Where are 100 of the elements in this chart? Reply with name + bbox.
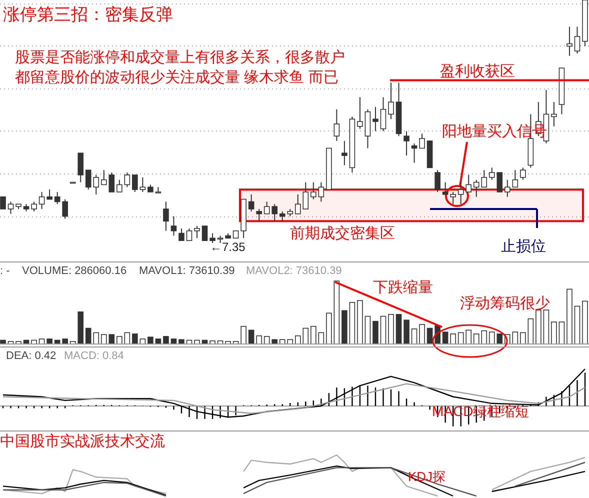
bar: [426, 328, 433, 344]
candlestick: [163, 201, 169, 232]
bar: [419, 324, 425, 344]
candlestick: [54, 191, 60, 205]
annotation: 股票是否能涨停和成交量上有很多关系，很多散户都留意股价的波动很少关注成交量 缘木求鱼 而已: [15, 49, 345, 86]
candlestick: [411, 142, 418, 164]
candlestick: [248, 194, 254, 212]
bar: [163, 336, 169, 344]
candlestick: [124, 172, 130, 188]
candlestick: [504, 179, 510, 198]
chart-title: 涨停第三招：密集反弹: [3, 5, 173, 24]
candlestick: [372, 106, 378, 132]
bar: [574, 306, 580, 344]
text: DEA: 0.42: [6, 350, 56, 362]
candlestick: [512, 170, 518, 188]
bar: [132, 334, 138, 344]
bar: [466, 330, 472, 344]
candlestick: [342, 140, 348, 166]
band-label: 前期成交密集区: [290, 225, 395, 242]
candlestick: [78, 152, 84, 183]
candlestick: [419, 133, 425, 149]
bar: [551, 322, 557, 344]
candlestick: [334, 108, 340, 142]
candlestick: [202, 226, 208, 241]
candlestick: [388, 82, 394, 120]
candlestick: [357, 96, 363, 130]
legend-label: 止损位: [501, 238, 546, 255]
candlestick: [574, 26, 580, 54]
bar: [342, 310, 348, 344]
bar: [256, 335, 262, 344]
candlestick: [140, 176, 146, 192]
text: : -: [0, 265, 10, 277]
text: MACD: 0.84: [64, 350, 124, 362]
candlestick: [442, 182, 448, 195]
candlestick: [170, 216, 177, 236]
bar: [364, 316, 371, 344]
bar: [528, 318, 534, 344]
bar: [248, 330, 254, 344]
bar: [62, 338, 68, 344]
candlestick: [186, 228, 192, 242]
bar: [380, 316, 386, 344]
candlestick: [264, 201, 270, 214]
bar: [404, 320, 410, 344]
bar: [442, 332, 448, 344]
bar: [46, 338, 52, 344]
ref-line-label: 盈利收获区: [440, 63, 515, 80]
candlestick: [132, 174, 138, 192]
text: VOLUME: 286060.16: [22, 265, 127, 277]
bar: [310, 326, 316, 344]
bar: [543, 310, 550, 344]
annotation: 浮动筹码很少: [460, 295, 550, 312]
candlestick: [450, 191, 456, 205]
annotation: 下跌缩量: [373, 279, 433, 296]
candlestick: [566, 26, 572, 56]
candlestick: [318, 182, 324, 202]
bar: [512, 332, 518, 344]
candlestick: [458, 182, 464, 205]
bar: [78, 311, 84, 344]
candlestick: [38, 191, 45, 210]
candlestick: [0, 196, 6, 210]
annotation: ←7.35: [210, 240, 246, 254]
candlestick: [46, 189, 52, 200]
candlestick: [404, 130, 410, 156]
candlestick: [310, 182, 316, 200]
bar: [349, 302, 356, 344]
candlestick: [210, 232, 216, 244]
candlestick: [434, 170, 440, 192]
candlestick: [380, 96, 386, 132]
candlestick: [62, 198, 68, 220]
candlestick: [520, 167, 526, 180]
bar: [240, 326, 246, 344]
bar: [411, 328, 418, 344]
candlestick: [116, 179, 122, 192]
bar: [396, 314, 402, 344]
bar: [334, 280, 340, 344]
bar: [558, 322, 565, 344]
candlestick: [194, 225, 200, 239]
bar: [116, 336, 122, 344]
text: MAVOL2: 73610.39: [246, 265, 342, 277]
text: 中国股市实战派技术交流: [0, 433, 165, 450]
bar: [326, 312, 332, 344]
candlestick: [155, 186, 162, 194]
bar: [178, 339, 184, 344]
bar: [566, 288, 572, 344]
bar: [148, 336, 154, 344]
bar: [357, 300, 363, 344]
bar: [536, 310, 542, 344]
candlestick: [31, 201, 37, 212]
candlestick: [178, 228, 184, 242]
bar: [372, 320, 378, 344]
bar: [520, 332, 526, 344]
bar: [272, 339, 278, 344]
candlestick: [8, 201, 14, 214]
candlestick: [256, 208, 262, 222]
bar: [450, 334, 456, 344]
bar: [388, 314, 394, 344]
text: MAVOL1: 73610.39: [139, 265, 235, 277]
candlestick: [466, 174, 472, 192]
candlestick: [272, 204, 278, 222]
candlestick: [551, 102, 557, 127]
